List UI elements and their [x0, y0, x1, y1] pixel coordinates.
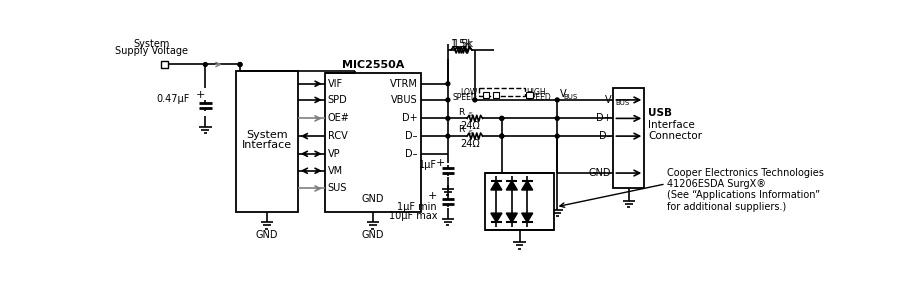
Text: V: V: [605, 95, 611, 105]
Text: GND: GND: [589, 168, 611, 178]
Text: USB: USB: [649, 108, 672, 118]
Text: SPEED: SPEED: [453, 93, 477, 102]
Text: Cooper Electronics Technologies: Cooper Electronics Technologies: [668, 168, 824, 178]
Bar: [493, 92, 498, 98]
Circle shape: [446, 82, 450, 86]
Text: for additional suppliers.): for additional suppliers.): [668, 202, 787, 212]
Circle shape: [446, 98, 450, 102]
Circle shape: [500, 116, 504, 120]
Text: +: +: [428, 191, 437, 201]
Text: R: R: [458, 108, 464, 117]
Text: VM: VM: [328, 166, 343, 176]
Circle shape: [500, 134, 504, 138]
Text: SUS: SUS: [328, 184, 347, 194]
Text: D+: D+: [595, 113, 611, 123]
Text: System: System: [133, 39, 169, 49]
Polygon shape: [491, 213, 502, 222]
Text: HIGH: HIGH: [527, 88, 546, 97]
Polygon shape: [521, 213, 533, 222]
Bar: [484, 92, 489, 98]
Text: 10μF max: 10μF max: [388, 211, 437, 221]
Polygon shape: [491, 181, 502, 190]
Circle shape: [555, 134, 559, 138]
Bar: [161, 61, 168, 68]
Bar: [236, 70, 298, 212]
Polygon shape: [507, 181, 518, 190]
Circle shape: [555, 98, 559, 102]
Circle shape: [500, 134, 504, 138]
Text: BUS: BUS: [563, 94, 578, 100]
Text: Interface: Interface: [649, 119, 695, 130]
Text: +: +: [196, 89, 205, 100]
Text: +: +: [435, 158, 445, 168]
Text: D+: D+: [402, 113, 418, 123]
Text: 24Ω: 24Ω: [461, 139, 480, 149]
Circle shape: [238, 63, 242, 66]
Circle shape: [203, 63, 207, 66]
Circle shape: [238, 63, 242, 66]
Text: SPD: SPD: [328, 95, 347, 105]
Text: 24Ω: 24Ω: [461, 121, 480, 131]
Text: D–: D–: [406, 131, 418, 141]
Text: SPEED: SPEED: [527, 93, 551, 102]
Text: GND: GND: [256, 230, 278, 240]
Text: Interface: Interface: [242, 140, 292, 150]
Circle shape: [446, 116, 450, 120]
Text: Connector: Connector: [649, 131, 702, 141]
Text: BUS: BUS: [615, 100, 629, 106]
Text: System: System: [246, 130, 288, 140]
Text: LOW: LOW: [460, 88, 477, 97]
Text: D–: D–: [406, 149, 418, 159]
Text: MIC2550A: MIC2550A: [342, 60, 404, 70]
Bar: [479, 88, 525, 96]
Text: (See “Applications Information”: (See “Applications Information”: [668, 190, 821, 200]
Text: OE#: OE#: [328, 113, 350, 123]
Text: S: S: [469, 112, 473, 117]
Text: VIF: VIF: [328, 79, 343, 89]
Text: R: R: [458, 125, 464, 134]
Bar: [527, 92, 532, 98]
Text: VBUS: VBUS: [391, 95, 418, 105]
Polygon shape: [521, 181, 533, 190]
Text: VP: VP: [328, 149, 341, 159]
Text: Supply Voltage: Supply Voltage: [114, 46, 188, 56]
Text: 41206ESDA SurgX®: 41206ESDA SurgX®: [668, 179, 767, 189]
Bar: [485, 173, 554, 230]
Text: GND: GND: [362, 194, 384, 204]
Bar: [614, 88, 644, 188]
Text: GND: GND: [362, 230, 384, 240]
Circle shape: [555, 116, 559, 120]
Text: 1μF min: 1μF min: [398, 202, 437, 212]
Text: V: V: [560, 89, 566, 99]
Circle shape: [473, 98, 476, 102]
Text: S: S: [469, 130, 473, 135]
Circle shape: [500, 116, 504, 120]
Polygon shape: [507, 213, 518, 222]
Text: 1μF: 1μF: [420, 160, 437, 170]
Text: D–: D–: [599, 131, 611, 141]
Text: 1.5k: 1.5k: [453, 39, 474, 49]
Text: 0.47μF: 0.47μF: [157, 94, 190, 104]
Text: RCV: RCV: [328, 131, 347, 141]
Text: 1.5k: 1.5k: [451, 39, 472, 49]
Text: VTRM: VTRM: [390, 79, 418, 89]
Circle shape: [446, 134, 450, 138]
Bar: [324, 73, 421, 212]
